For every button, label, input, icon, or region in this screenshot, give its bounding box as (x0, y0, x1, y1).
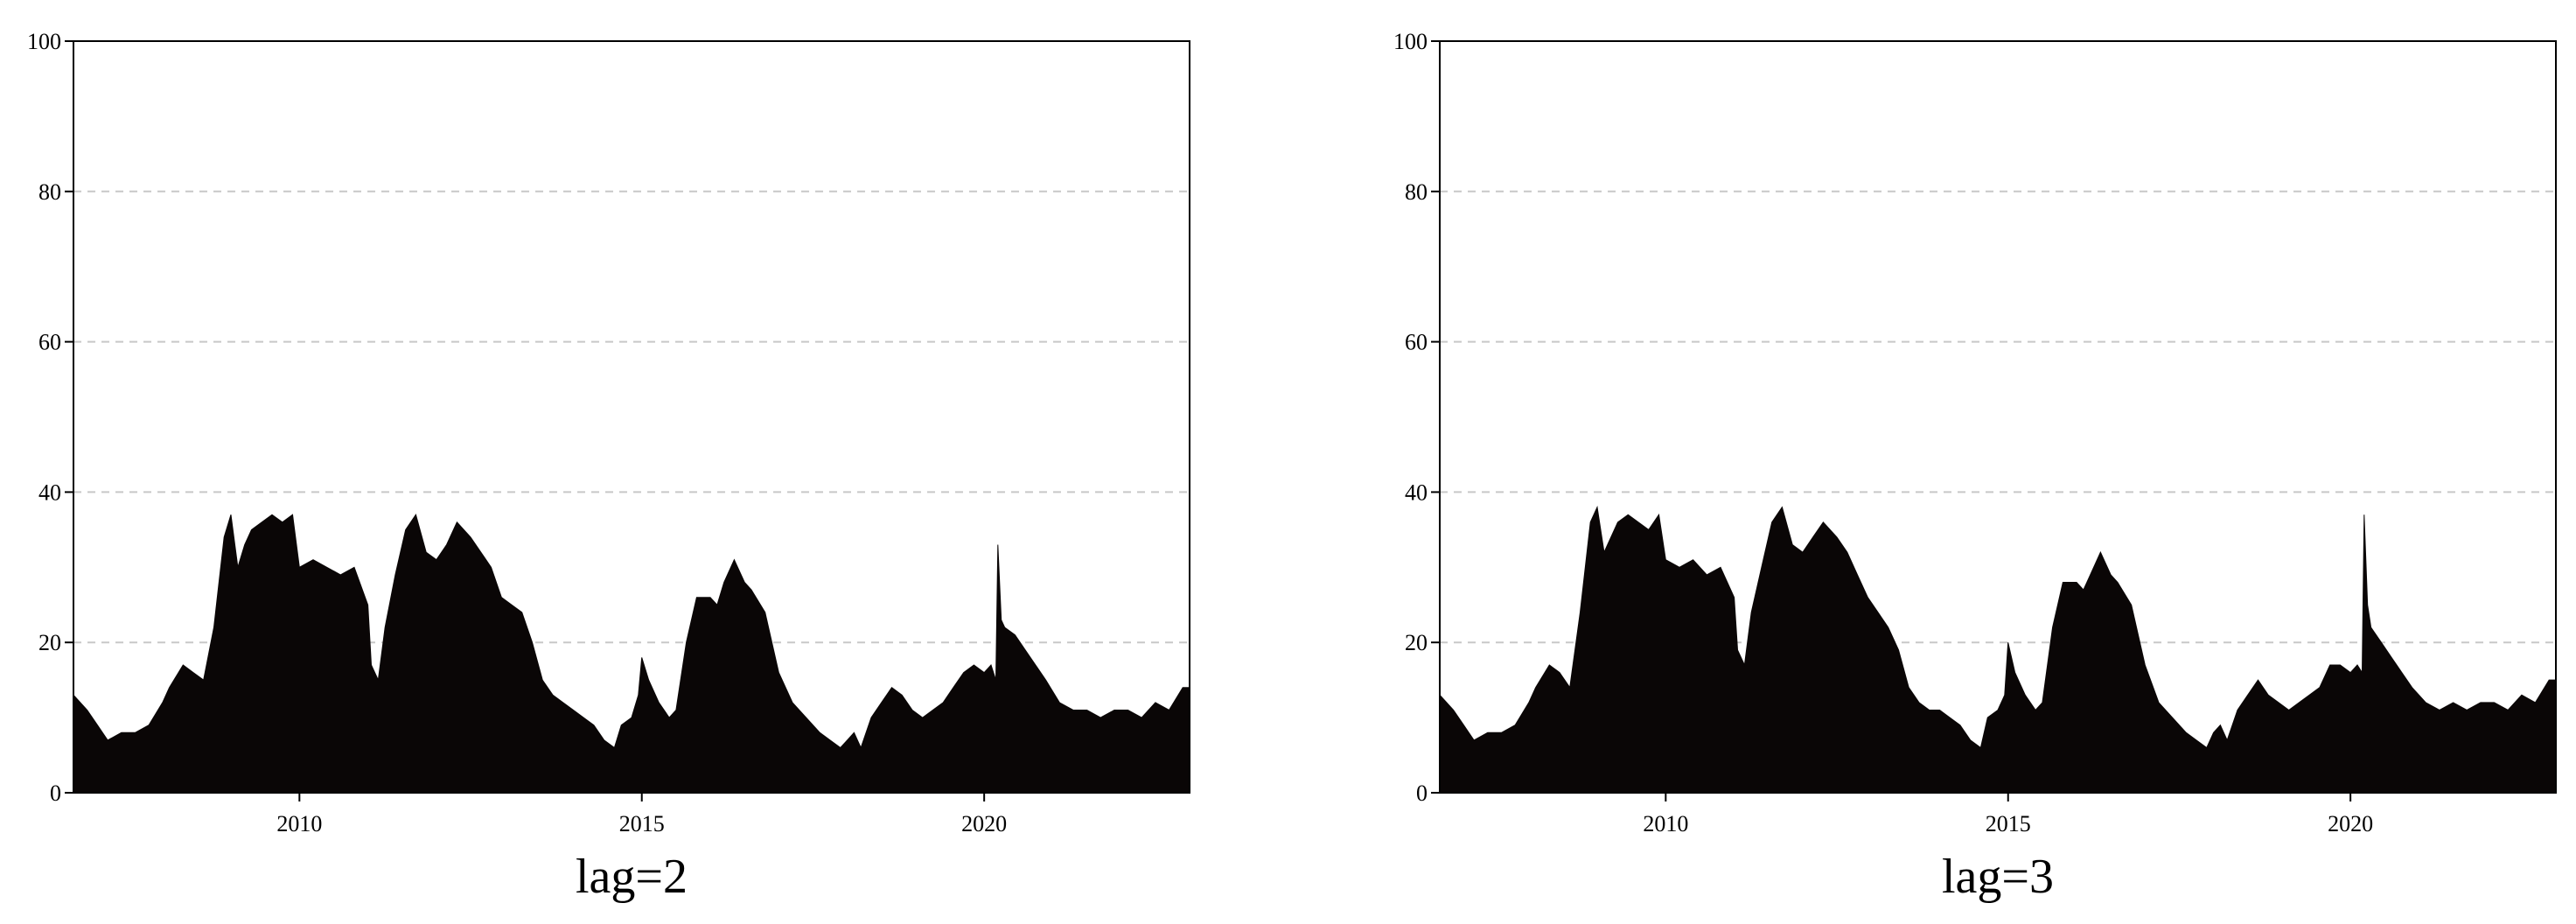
y-tick-label-20: 20 (1405, 630, 1428, 655)
x-tick-label-2010: 2010 (1643, 811, 1688, 836)
x-tick-label-2010: 2010 (276, 811, 322, 836)
x-tick-label-2020: 2020 (2328, 811, 2373, 836)
area-fill (73, 514, 1190, 794)
area-series (73, 514, 1190, 794)
y-tick-label-60: 60 (1405, 330, 1428, 355)
plot-frame (73, 40, 1190, 794)
y-tick-label-40: 40 (1405, 480, 1428, 505)
panel-lag-3: 0 20 40 60 80 100 2010 2015 2020 lag=3 (1393, 29, 2557, 904)
panel-caption: lag=2 (576, 850, 688, 904)
panel-lag-2: 0 20 40 60 80 100 2010 2015 2020 lag=2 (27, 29, 1190, 904)
y-tick-label-0: 0 (50, 780, 61, 806)
panel-caption: lag=3 (1942, 850, 2054, 904)
y-tick-label-80: 80 (1405, 179, 1428, 205)
y-tick-label-60: 60 (38, 330, 61, 355)
x-tick-label-2015: 2015 (619, 811, 665, 836)
y-tick-label-20: 20 (38, 630, 61, 655)
y-tick-label-80: 80 (38, 179, 61, 205)
x-axis: 2010 2015 2020 (276, 793, 1007, 836)
plot-frame (1439, 40, 2557, 794)
x-tick-label-2020: 2020 (961, 811, 1007, 836)
y-tick-label-100: 100 (27, 29, 61, 54)
area-series (1439, 505, 2557, 794)
x-axis: 2010 2015 2020 (1643, 793, 2373, 836)
y-tick-label-0: 0 (1416, 780, 1428, 806)
y-axis: 0 20 40 60 80 100 (27, 29, 73, 806)
y-tick-label-40: 40 (38, 480, 61, 505)
x-tick-label-2015: 2015 (1986, 811, 2031, 836)
y-axis: 0 20 40 60 80 100 (1393, 29, 1440, 806)
y-tick-label-100: 100 (1393, 29, 1428, 54)
area-fill (1439, 505, 2557, 794)
